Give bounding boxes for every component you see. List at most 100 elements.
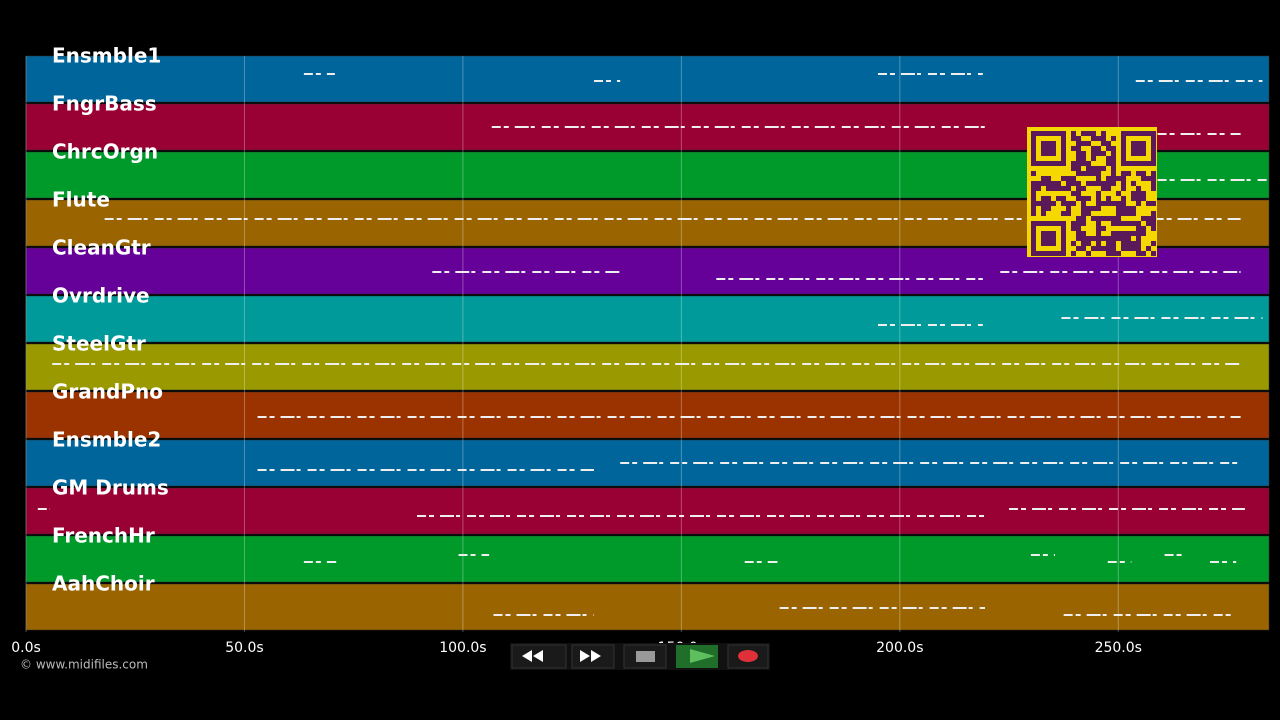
qr-module [1046,196,1051,201]
stop-button[interactable] [623,644,667,669]
x-tick-label: 50.0s [225,640,263,656]
track-name: GM Drums [52,476,169,500]
notes [37,73,1267,616]
track-name: FngrBass [52,92,157,116]
qr-module [1126,171,1131,176]
track-name: Ovrdrive [52,284,150,308]
track-row [25,343,1270,391]
qr-module [1116,221,1121,226]
qr-module [1151,171,1156,176]
qr-module [1076,196,1081,201]
qr-module [1111,176,1116,181]
qr-module [1106,156,1111,161]
qr-module [1081,216,1086,221]
qr-module [1101,166,1106,171]
track-name: AahChoir [52,572,155,596]
qr-module [1061,201,1066,206]
qr-module [1121,221,1126,226]
qr-module [1126,246,1131,251]
qr-module [1131,211,1136,216]
qr-module [1086,171,1091,176]
qr-module [1096,196,1101,201]
qr-module [1116,236,1121,241]
rewind-button[interactable] [511,644,567,669]
track-name: GrandPno [52,380,163,404]
track-row [25,487,1270,535]
qr-module [1131,231,1136,236]
qr-module [1066,211,1071,216]
qr-module [1111,201,1116,206]
qr-module [1096,136,1101,141]
qr-module [1081,241,1086,246]
transport-controls [510,643,770,670]
qr-module [1071,251,1076,256]
qr-module [1136,191,1141,196]
qr-module [1086,131,1091,136]
qr-module [1041,176,1046,181]
qr-module [1131,196,1136,201]
qr-module [1081,221,1086,226]
track-row [25,55,1270,103]
qr-module [1086,141,1091,146]
qr-module [1041,181,1046,186]
qr-module [1096,241,1101,246]
record-button[interactable] [727,644,769,669]
qr-module [1111,246,1116,251]
qr-module [1146,221,1151,226]
qr-module [1036,201,1041,206]
qr-module [1031,206,1036,211]
qr-module [1106,146,1111,151]
qr-module [1071,131,1076,136]
x-tick-label: 250.0s [1095,640,1142,656]
qr-module [1091,151,1096,156]
qr-module [1061,186,1066,191]
qr-module [1111,161,1116,166]
qr-module [1056,186,1061,191]
qr-module [1091,216,1096,221]
qr-module [1141,191,1146,196]
play-button[interactable] [676,645,718,668]
qr-module [1031,191,1036,196]
qr-module [1151,201,1156,206]
qr-module [1106,246,1111,251]
qr-module [1081,231,1086,236]
qr-module [1096,236,1101,241]
qr-module [1116,231,1121,236]
qr-module [1071,221,1076,226]
track-name: FrenchHr [52,524,155,548]
qr-module [1106,241,1111,246]
qr-module [1146,216,1151,221]
qr-module [1126,231,1131,236]
qr-module [1066,176,1071,181]
forward-button[interactable] [571,644,615,669]
qr-module [1096,231,1101,236]
qr-module [1146,201,1151,206]
qr-module [1111,241,1116,246]
qr-module [1091,136,1096,141]
qr-module [1111,251,1116,256]
track-labels: Ensmble1 FngrBass ChrcOrgn Flute CleanGtr Ovr… [52,44,169,596]
track-name: Ensmble2 [52,428,161,452]
qr-module [1101,181,1106,186]
qr-module [1131,191,1136,196]
qr-module [1121,186,1126,191]
qr-module [1031,211,1036,216]
qr-module [1041,201,1046,206]
qr-module [1121,231,1126,236]
qr-module [1121,241,1126,246]
qr-module [1106,196,1111,201]
qr-module [1141,216,1146,221]
qr-module [1131,206,1136,211]
qr-module [1136,196,1141,201]
qr-module [1071,226,1076,231]
track-name: Ensmble1 [52,44,161,68]
track-name: SteelGtr [52,332,146,356]
qr-module [1096,191,1101,196]
qr-module [1126,206,1131,211]
qr-module [1106,236,1111,241]
qr-module [1136,171,1141,176]
qr-module [1096,181,1101,186]
qr-module [1106,181,1111,186]
qr-module [1136,251,1141,256]
